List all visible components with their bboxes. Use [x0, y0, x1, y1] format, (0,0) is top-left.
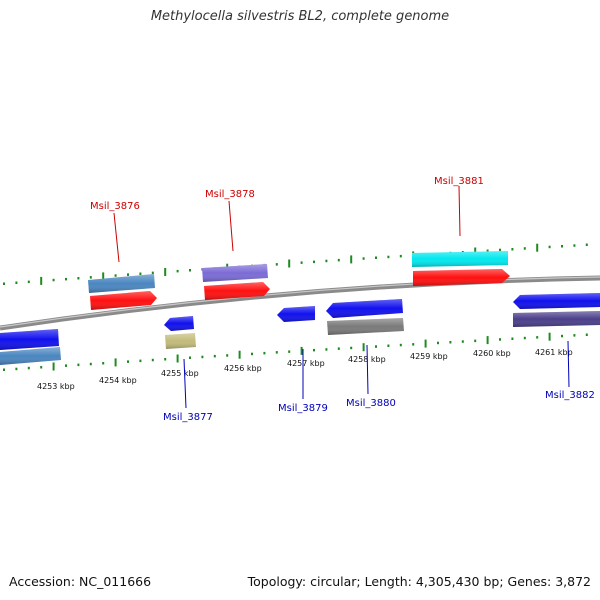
gene-offscreen-left[interactable] — [0, 329, 61, 365]
gene-label-leader — [113, 212, 120, 263]
gene-label: Msil_3880 — [346, 398, 396, 409]
tick-label: 4254 kbp — [99, 376, 137, 385]
gene-msil-3878[interactable]: Msil_3878 — [202, 189, 270, 300]
tick-label: 4261 kbp — [535, 348, 573, 357]
tick-label: 4259 kbp — [410, 352, 448, 361]
gene-label-leader — [228, 200, 234, 252]
tick-label: 4260 kbp — [473, 349, 511, 358]
gene-msil-3877[interactable]: Msil_3877 — [163, 316, 213, 423]
gene-msil-3880[interactable]: Msil_3880 — [326, 299, 404, 409]
gene-label: Msil_3876 — [90, 201, 140, 212]
gene-label: Msil_3881 — [434, 176, 484, 187]
gene-label: Msil_3877 — [163, 412, 213, 423]
gene-label: Msil_3879 — [278, 403, 328, 414]
gene-label-leader — [183, 358, 187, 409]
gene-label-leader — [366, 344, 369, 395]
accession-text: Accession: NC_011666 — [9, 574, 152, 589]
tick-label: 4257 kbp — [287, 359, 325, 368]
gene-label-leader — [567, 340, 570, 388]
gene-msil-3881[interactable]: Msil_3881 — [412, 176, 510, 286]
tick-label: 4255 kbp — [161, 369, 199, 378]
genome-backbone — [0, 275, 600, 331]
gene-label: Msil_3882 — [545, 390, 595, 401]
gene-msil-3876[interactable]: Msil_3876 — [88, 201, 157, 310]
gene-msil-3882[interactable]: Msil_3882 — [513, 293, 600, 401]
tick-label: 4256 kbp — [224, 364, 262, 373]
map-title: Methylocella silvestris BL2, complete ge… — [150, 9, 450, 24]
gene-label: Msil_3878 — [205, 189, 255, 200]
tick-labels: 4253 kbp 4254 kbp 4255 kbp 4256 kbp 4257… — [37, 348, 573, 391]
tick-label: 4253 kbp — [37, 382, 75, 391]
lower-tick-ring — [3, 332, 588, 371]
gene-msil-3879[interactable]: Msil_3879 — [277, 306, 328, 414]
genome-summary-text: Topology: circular; Length: 4,305,430 bp… — [247, 574, 591, 589]
gene-label-leader — [458, 185, 461, 237]
genome-backbone-highlight — [0, 276, 600, 328]
